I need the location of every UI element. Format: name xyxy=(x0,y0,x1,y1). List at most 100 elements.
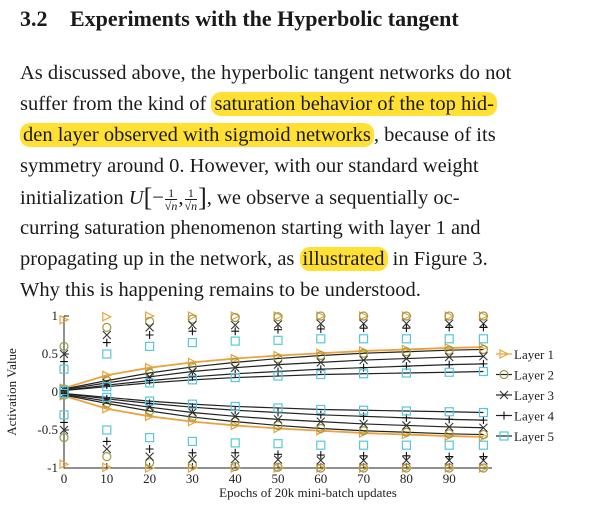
series-std-point xyxy=(444,463,454,473)
series-mean-line xyxy=(63,392,484,414)
series-std-point xyxy=(444,311,454,321)
highlight-saturation-1[interactable]: saturation behavior of the top hid- xyxy=(211,92,498,116)
series-mean-line xyxy=(63,394,484,438)
x-tick-label: 10 xyxy=(100,471,113,486)
math-minus: − xyxy=(152,187,164,209)
series-point xyxy=(478,429,489,440)
series-std-point xyxy=(145,331,154,339)
series-point xyxy=(359,348,369,358)
series-point xyxy=(402,421,411,430)
series-std-point xyxy=(444,334,454,344)
series-std-point xyxy=(478,311,489,321)
series-std-point xyxy=(359,440,369,450)
x-tick-label: 20 xyxy=(143,471,156,486)
series-point xyxy=(479,351,488,361)
series-point xyxy=(187,357,198,368)
series-std-point xyxy=(230,336,240,346)
axes-frame xyxy=(63,316,492,469)
series-std-point xyxy=(359,451,368,460)
series-point xyxy=(273,360,283,370)
series-point xyxy=(187,375,197,385)
series-point xyxy=(273,350,284,361)
series-std-point xyxy=(316,451,325,460)
series-std-point xyxy=(359,334,369,344)
series-point xyxy=(188,367,197,376)
series-std-point xyxy=(230,312,240,323)
series-std-point xyxy=(188,454,197,464)
y-axis-label: Activation Value xyxy=(4,348,19,436)
series-std-point xyxy=(59,341,69,352)
series-point xyxy=(102,403,113,414)
series-std-point xyxy=(359,456,368,465)
series-std-point xyxy=(445,323,454,332)
series-point xyxy=(402,354,411,363)
series-std-point xyxy=(59,364,69,374)
series-point xyxy=(359,412,368,421)
series-std-point xyxy=(274,325,282,334)
y-tick-label: 1 xyxy=(52,308,59,323)
y-tick-label: -0.5 xyxy=(37,422,58,437)
series-point xyxy=(444,352,454,362)
series-point xyxy=(273,353,283,364)
series-std-point xyxy=(231,327,240,336)
figure-3-chart: -1 -0.5 0 0.5 1 0 10 20 30 40 50 60 70 80 90 Epochs of … xyxy=(0,296,589,502)
series-point xyxy=(145,378,155,388)
series-point xyxy=(316,417,326,427)
text-span: symmetry around 0. However, with our sta… xyxy=(20,155,479,177)
series-std-point xyxy=(102,330,112,340)
x-tick-label: 50 xyxy=(272,471,285,486)
legend-marker xyxy=(499,390,509,400)
series-std-point xyxy=(60,357,68,366)
series-std-point xyxy=(145,445,154,453)
series-std-point xyxy=(102,349,112,359)
series-point xyxy=(59,388,69,399)
series-point xyxy=(359,363,368,372)
series-point xyxy=(230,357,240,367)
y-tick-label: 0.5 xyxy=(42,346,58,361)
series-std-point xyxy=(359,319,368,328)
text-span: As discussed above, the hyperbolic tange… xyxy=(20,62,512,84)
series-point xyxy=(444,345,454,355)
series-std-point xyxy=(230,438,240,448)
series-point xyxy=(316,404,326,415)
series-std-point xyxy=(60,418,68,427)
x-tick-label: 80 xyxy=(400,471,413,486)
series-point xyxy=(478,344,489,355)
series-std-point xyxy=(316,324,325,333)
series-std-point xyxy=(478,463,489,473)
series-std-point xyxy=(359,463,369,473)
series-std-point xyxy=(273,455,283,465)
series-point xyxy=(444,422,454,432)
series-point xyxy=(401,368,411,378)
series-std-point xyxy=(401,334,411,344)
series-std-point xyxy=(102,311,113,322)
paragraph-line-3: den layer observed with sigmoid networks… xyxy=(20,120,580,151)
series-std-point xyxy=(316,440,326,450)
series-point xyxy=(479,423,488,433)
series-std-point xyxy=(145,316,155,326)
series-point xyxy=(444,407,454,417)
series-point xyxy=(316,365,325,374)
highlight-illustrated[interactable]: illustrated xyxy=(299,247,388,271)
legend-label: Layer 5 xyxy=(514,429,554,444)
series-std-point xyxy=(316,456,326,465)
math-fraction-neg: 1 √n xyxy=(164,187,178,212)
series-std-point xyxy=(145,463,155,473)
series-point xyxy=(444,429,454,439)
body-paragraph: As discussed above, the hyperbolic tange… xyxy=(20,58,580,306)
series-point xyxy=(273,423,284,434)
highlight-saturation-2[interactable]: den layer observed with sigmoid networks xyxy=(20,123,374,147)
series-std-point xyxy=(187,436,197,446)
series-std-point xyxy=(479,323,488,332)
series-std-point xyxy=(273,335,283,345)
series-std-point xyxy=(273,312,283,322)
series-point xyxy=(230,420,241,431)
text-span: curring saturation phenomenon starting w… xyxy=(20,217,481,239)
series-std-point xyxy=(145,433,155,443)
series-std-point xyxy=(102,338,111,347)
series-point xyxy=(316,369,326,380)
series-std-point xyxy=(316,311,326,321)
series-point xyxy=(316,423,326,434)
series-std-point xyxy=(359,311,369,321)
